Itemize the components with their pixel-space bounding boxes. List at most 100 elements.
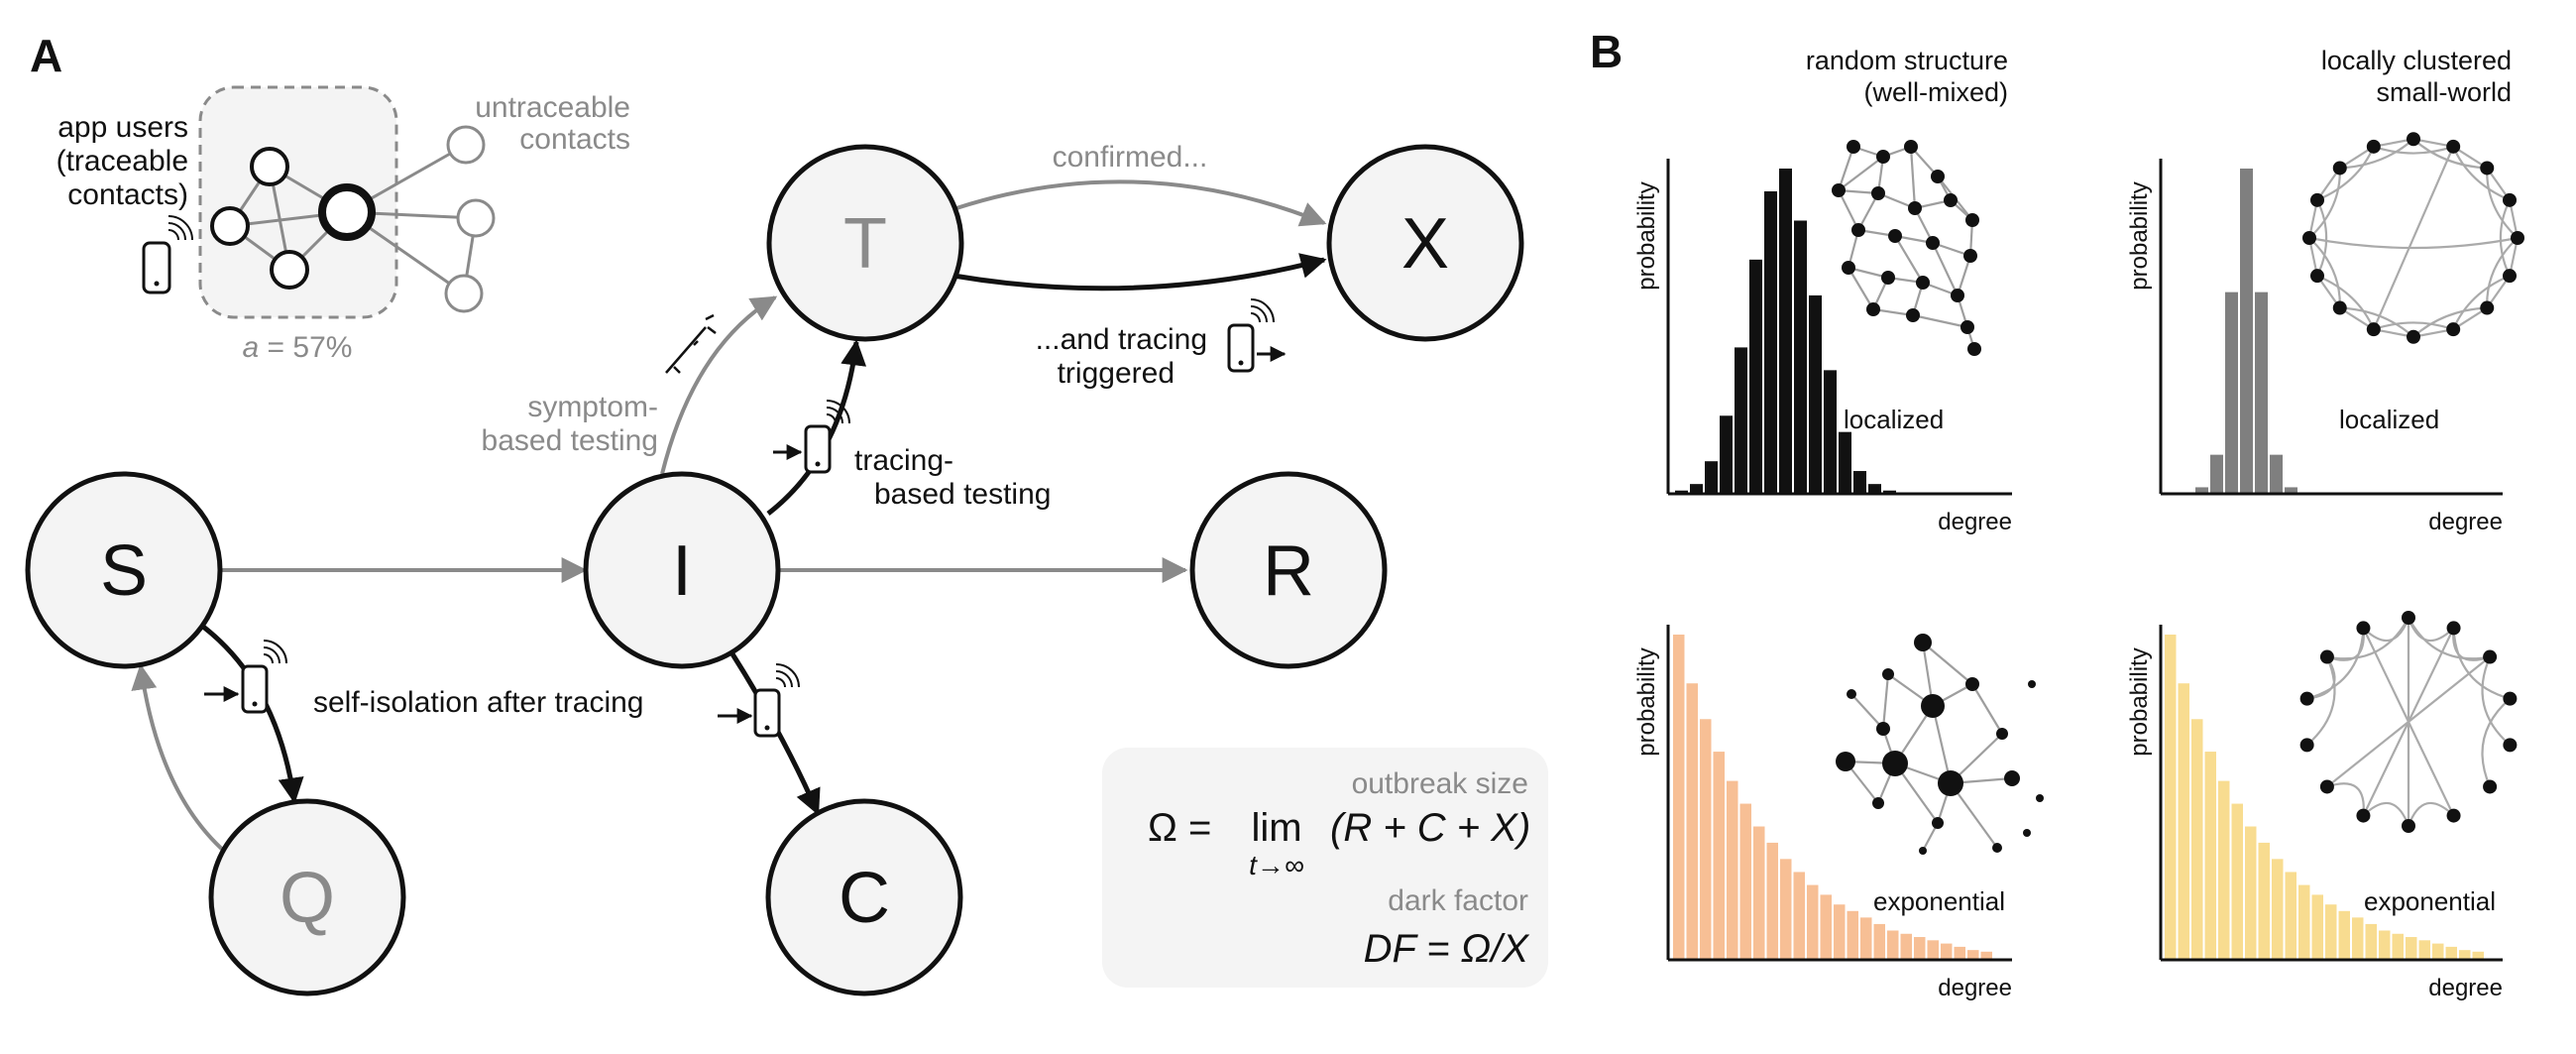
network-edge [1909,146,1917,209]
distribution-bar [1853,471,1866,494]
untraceable-node [446,125,486,165]
random-network-glyph [1832,140,1981,356]
distribution-bar [2352,917,2364,960]
network-node [1963,249,1977,263]
network-edge [1838,156,1884,191]
distribution-bar [2178,683,2189,960]
distribution-bar [1686,683,1698,960]
lim-operator: lim [1251,806,1301,850]
app-users-box [198,85,398,319]
network-node [2332,161,2347,176]
small-world-exponential-network-glyph [2299,611,2518,833]
distribution-bar [2204,752,2216,960]
network-edge [2499,199,2512,277]
network-edge [1881,673,1890,730]
degree-distribution-chart: probability degree localized [2126,159,2503,535]
network-edge [1838,189,1859,231]
network-edge [2481,656,2512,747]
phone-icon [204,640,287,714]
network-edge [2326,655,2491,788]
y-axis-label: probability [2126,181,2153,290]
focal-app-user-node [318,183,376,241]
distribution-bar [2240,169,2253,494]
distribution-bar [2285,487,2297,494]
distribution-bar [2191,719,2203,960]
network-node [1888,229,1902,243]
distribution-label: localized [2339,405,2439,434]
distribution-bar [2459,950,2471,960]
lim-subscript: t→∞ [1249,850,1304,880]
tracing-testing-label-1: tracing- [854,444,953,477]
network-node [1944,193,1958,207]
network-node [1960,320,1974,334]
distribution-bar [2298,884,2310,960]
confirmed-label: confirmed... [1053,141,1208,174]
network-edge [2412,306,2488,338]
network-edge [1850,693,1884,730]
app-users-label-1: app users [57,111,188,144]
self-isolation-label: self-isolation after tracing [313,686,644,719]
network-node [2023,829,2031,837]
panel-b: B random structure (well-mixed) locally … [1590,26,2524,1001]
distribution-bar [2255,292,2268,494]
network-node [2356,808,2371,823]
network-node [2309,192,2324,207]
node-c: C [765,798,963,996]
network-node [2503,738,2518,753]
network-node [1842,261,1855,275]
untraceable-node [456,198,496,238]
model-nodes: S I R T X Q C [25,144,1524,996]
formula-box: outbreak size Ω = lim t→∞ (R + C + X) da… [1102,748,1548,988]
network-node [2483,649,2498,664]
contact-network-inset: app users (traceable contacts) [56,85,630,364]
network-node [1914,634,1932,651]
edge-s-to-q [201,625,304,804]
distribution-bar [2285,872,2296,960]
distribution-bar [1809,294,1822,494]
omega-rhs: (R + C + X) [1330,806,1530,850]
network-node [2407,329,2420,344]
distribution-bar [1673,635,1685,960]
network-node [1881,271,1895,285]
symptom-testing-label-1: symptom- [527,391,658,423]
distribution-bar [1967,950,1979,960]
x-axis-label: degree [1938,975,2012,1001]
distribution-bar [2392,933,2404,960]
network-node [2446,322,2461,337]
network-node [2480,161,2495,176]
phone-icon [1227,298,1287,373]
network-edge [2486,168,2519,239]
distribution-bar [2272,859,2284,960]
network-node [1908,201,1922,215]
node-c-label: C [839,859,890,938]
network-edge [2306,628,2365,700]
distribution-bar [1883,490,1896,494]
column-title-small-world-1: locally clustered [2321,46,2512,75]
distribution-bar [2311,894,2323,960]
network-node [1996,728,2008,740]
network-node [1965,677,1979,691]
random-exponential-network-glyph [1836,634,2044,855]
node-x: X [1326,144,1524,342]
node-i-label: I [672,531,692,611]
network-node [2004,770,2020,786]
distribution-bar [1700,719,1712,960]
x-axis-label: degree [2428,509,2503,535]
network-edge [2481,697,2512,787]
network-edge [1950,782,1998,849]
distribution-bar [1839,431,1851,494]
edge-q-to-s [131,663,228,855]
network-edge [1894,235,1924,284]
node-r: R [1189,471,1388,669]
distribution-label: localized [1844,405,1944,434]
phone-icon [773,400,850,474]
dark-factor-formula: DF = Ω/X [1364,927,1530,971]
network-edge [1912,313,1968,329]
node-q-label: Q [280,859,335,938]
panel-a-label: A [30,30,62,81]
distribution-bar [1727,780,1738,960]
dark-factor-label: dark factor [1388,884,1528,917]
distribution-bar [1900,933,1912,960]
panel-b-label: B [1590,26,1623,77]
network-node [1876,150,1890,164]
